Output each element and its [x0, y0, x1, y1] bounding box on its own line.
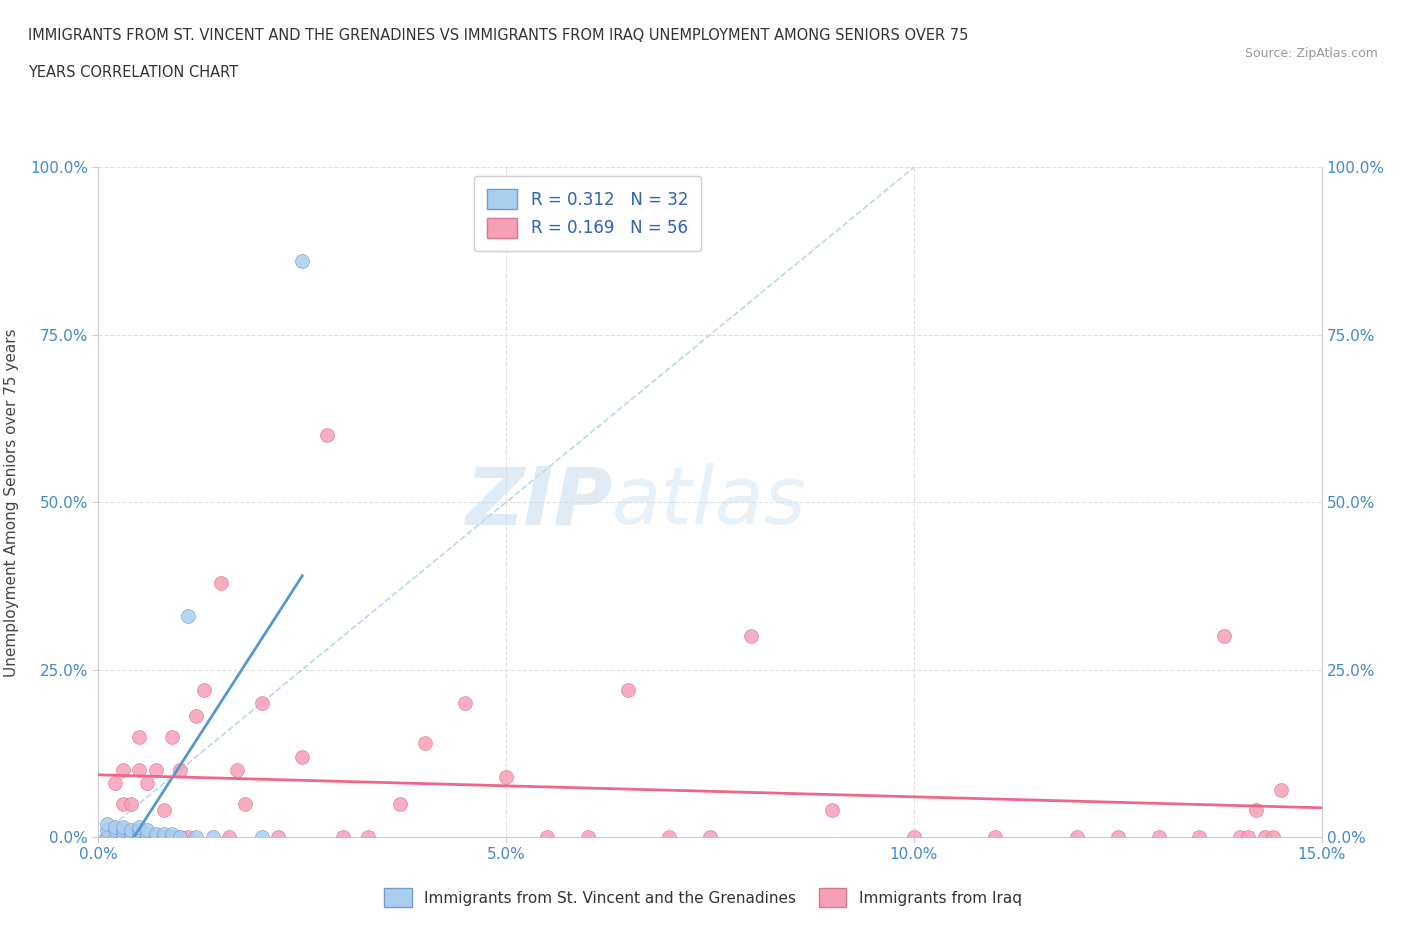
Point — [120, 826, 142, 841]
Point — [120, 823, 142, 838]
Point — [576, 830, 599, 844]
Text: IMMIGRANTS FROM ST. VINCENT AND THE GRENADINES VS IMMIGRANTS FROM IRAQ UNEMPLOYM: IMMIGRANTS FROM ST. VINCENT AND THE GREN… — [28, 28, 969, 43]
Point — [120, 796, 142, 811]
Text: ZIP: ZIP — [465, 463, 612, 541]
Point — [1212, 629, 1234, 644]
Point — [250, 696, 273, 711]
Point — [233, 796, 256, 811]
Point — [152, 803, 174, 817]
Point — [96, 830, 118, 844]
Point — [136, 826, 159, 841]
Point — [128, 763, 150, 777]
Point — [145, 763, 167, 777]
Point — [1147, 830, 1170, 844]
Point — [186, 709, 208, 724]
Point — [699, 830, 721, 844]
Point — [495, 769, 517, 784]
Point — [177, 608, 200, 623]
Point — [984, 830, 1007, 844]
Point — [136, 830, 159, 844]
Point — [536, 830, 558, 844]
Point — [209, 575, 232, 590]
Point — [315, 428, 337, 443]
Point — [226, 763, 249, 777]
Point — [104, 830, 127, 844]
Point — [169, 830, 191, 844]
Point — [1237, 830, 1260, 844]
Point — [250, 830, 273, 844]
Point — [111, 763, 134, 777]
Point — [658, 830, 681, 844]
Point — [128, 830, 150, 844]
Point — [128, 819, 150, 834]
Point — [1261, 830, 1284, 844]
Point — [96, 823, 118, 838]
Point — [356, 830, 378, 844]
Point — [111, 819, 134, 834]
Point — [111, 830, 134, 844]
Point — [1107, 830, 1129, 844]
Point — [111, 826, 134, 841]
Point — [145, 830, 167, 844]
Point — [120, 830, 142, 844]
Point — [128, 830, 150, 844]
Point — [96, 817, 118, 831]
Point — [740, 629, 762, 644]
Point — [136, 776, 159, 790]
Point — [120, 830, 142, 844]
Point — [454, 696, 477, 711]
Point — [128, 729, 150, 744]
Y-axis label: Unemployment Among Seniors over 75 years: Unemployment Among Seniors over 75 years — [4, 328, 18, 676]
Point — [291, 254, 314, 269]
Point — [193, 683, 215, 698]
Point — [821, 803, 844, 817]
Text: Source: ZipAtlas.com: Source: ZipAtlas.com — [1244, 46, 1378, 60]
Point — [1229, 830, 1251, 844]
Legend: Immigrants from St. Vincent and the Grenadines, Immigrants from Iraq: Immigrants from St. Vincent and the Gren… — [378, 883, 1028, 913]
Point — [104, 830, 127, 844]
Point — [96, 830, 118, 844]
Point — [145, 830, 167, 844]
Point — [128, 823, 150, 838]
Point — [152, 830, 174, 844]
Point — [218, 830, 240, 844]
Point — [1188, 830, 1211, 844]
Point — [186, 830, 208, 844]
Text: atlas: atlas — [612, 463, 807, 541]
Point — [169, 830, 191, 844]
Point — [291, 750, 314, 764]
Point — [104, 823, 127, 838]
Point — [267, 830, 290, 844]
Text: YEARS CORRELATION CHART: YEARS CORRELATION CHART — [28, 65, 238, 80]
Point — [104, 819, 127, 834]
Point — [389, 796, 412, 811]
Point — [1246, 803, 1268, 817]
Point — [160, 826, 183, 841]
Point — [413, 736, 436, 751]
Point — [177, 830, 200, 844]
Point — [160, 729, 183, 744]
Point — [152, 826, 174, 841]
Point — [111, 796, 134, 811]
Point — [111, 823, 134, 838]
Point — [160, 830, 183, 844]
Point — [903, 830, 925, 844]
Point — [332, 830, 354, 844]
Point — [617, 683, 640, 698]
Point — [1253, 830, 1275, 844]
Point — [145, 826, 167, 841]
Point — [169, 763, 191, 777]
Point — [201, 830, 224, 844]
Point — [111, 830, 134, 844]
Legend: R = 0.312   N = 32, R = 0.169   N = 56: R = 0.312 N = 32, R = 0.169 N = 56 — [474, 176, 702, 251]
Point — [1270, 783, 1292, 798]
Point — [128, 826, 150, 841]
Point — [136, 823, 159, 838]
Point — [136, 830, 159, 844]
Point — [1066, 830, 1088, 844]
Point — [104, 776, 127, 790]
